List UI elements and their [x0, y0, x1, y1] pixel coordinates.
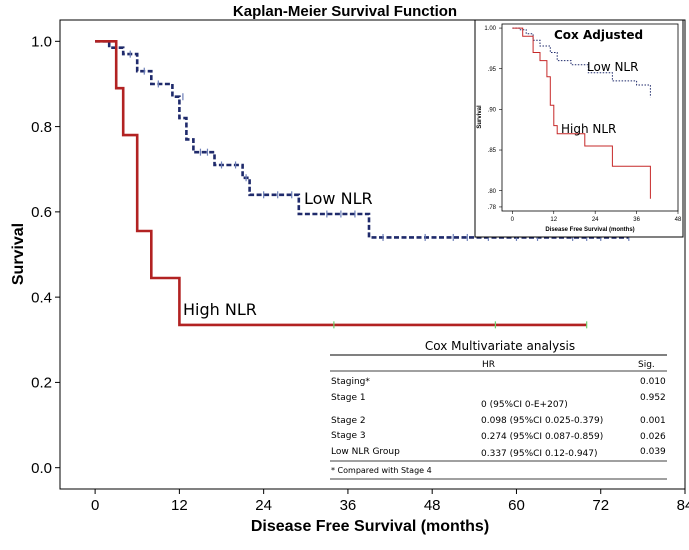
table-row-label: Staging*: [331, 377, 370, 387]
x-tick-label: 0: [511, 217, 515, 223]
y-tick-label: 1.0: [31, 34, 52, 51]
table-row-label: Stage 3: [331, 431, 366, 441]
y-tick-label: 0.4: [31, 289, 52, 306]
series-line-high-nlr: [95, 39, 587, 327]
table-header-hr: HR: [482, 360, 495, 370]
y-tick-label: 1.00: [484, 26, 496, 32]
x-tick-label: 60: [508, 497, 525, 514]
series-label-low-nlr: Low NLR: [304, 189, 373, 208]
series-label-high-nlr: High NLR: [183, 300, 257, 319]
inset-title: Cox Adjusted: [554, 28, 643, 42]
table-row-sig: 0.001: [640, 416, 666, 426]
x-tick-label: 12: [550, 217, 557, 223]
table-row-sig: 0.039: [640, 447, 666, 457]
x-tick-label: 36: [633, 217, 640, 223]
cox-table: Cox Multivariate analysis HR Sig. Stagin…: [328, 338, 667, 481]
table-row-hr: 0 (95%CI 0-E+207): [481, 400, 568, 410]
table-row-sig: 0.010: [640, 377, 666, 387]
x-tick-label: 36: [340, 497, 357, 514]
y-tick-label: .85: [488, 148, 497, 154]
table-row-hr: 0.337 (95%CI 0.12-0.947): [481, 449, 598, 459]
table-row-label: Low NLR Group: [331, 447, 400, 457]
table-row-sig: 0.026: [640, 432, 666, 442]
y-tick-label: 0.8: [31, 119, 52, 136]
plot-frame: [59, 19, 686, 490]
inset-series: [512, 27, 651, 199]
y-axis-title: Survival: [10, 223, 27, 285]
inset-y-title: Survival: [477, 105, 483, 129]
y-tick-label: 0.0: [31, 460, 52, 477]
table-row-sig: 0.952: [640, 393, 666, 403]
series-line-high-nlr: [512, 27, 651, 199]
x-tick-label: 84: [677, 497, 689, 514]
inset-x-title: Disease Free Survival (months): [545, 227, 634, 233]
table-footnote: * Compared with Stage 4: [331, 466, 432, 475]
x-tick-label: 0: [91, 497, 99, 514]
inset-label-high-nlr: High NLR: [561, 122, 616, 136]
y-tick-label: .95: [488, 67, 497, 73]
table-title: Cox Multivariate analysis: [425, 339, 575, 353]
y-tick-label: 0.2: [31, 375, 52, 392]
series-line-low-nlr: [512, 27, 651, 98]
table-row-label: Stage 1: [331, 393, 366, 403]
x-axis-ticks: 0 12 24 36 48 60 72 84: [91, 489, 689, 514]
table-row-hr: 0.098 (95%CI 0.025-0.379): [481, 416, 603, 426]
y-tick-label: .80: [488, 189, 497, 195]
inset-y-ticks: .78 .80 .85 .90 .95 1.00: [484, 26, 502, 211]
x-tick-label: 12: [171, 497, 188, 514]
table-header-sig: Sig.: [638, 360, 655, 370]
survival-series: [95, 39, 630, 329]
inset-plot-frame: [501, 23, 679, 212]
table-background: [328, 338, 667, 481]
x-tick-label: 24: [255, 497, 272, 514]
y-tick-label: 0.6: [31, 204, 52, 221]
inset-frame: [474, 19, 684, 238]
x-axis-title: Disease Free Survival (months): [251, 518, 489, 535]
inset-x-ticks: 0 12 24 36 48: [511, 211, 682, 223]
x-tick-label: 48: [424, 497, 441, 514]
x-tick-label: 48: [675, 217, 682, 223]
y-tick-label: .90: [488, 107, 497, 113]
x-tick-label: 72: [592, 497, 609, 514]
y-axis-ticks: 0.0 0.2 0.4 0.6 0.8 1.0: [31, 34, 60, 477]
y-tick-label: .78: [488, 205, 497, 211]
table-row-label: Stage 2: [331, 416, 366, 426]
inset-label-low-nlr: Low NLR: [587, 60, 638, 74]
table-row-hr: 0.274 (95%CI 0.087-0.859): [481, 432, 603, 442]
chart-title: Kaplan-Meier Survival Function: [233, 3, 457, 20]
cox-adjusted-inset: .78 .80 .85 .90 .95 1.00 0 12 24 36 48 Cox Adjust…: [474, 19, 684, 238]
x-tick-label: 24: [592, 217, 599, 223]
